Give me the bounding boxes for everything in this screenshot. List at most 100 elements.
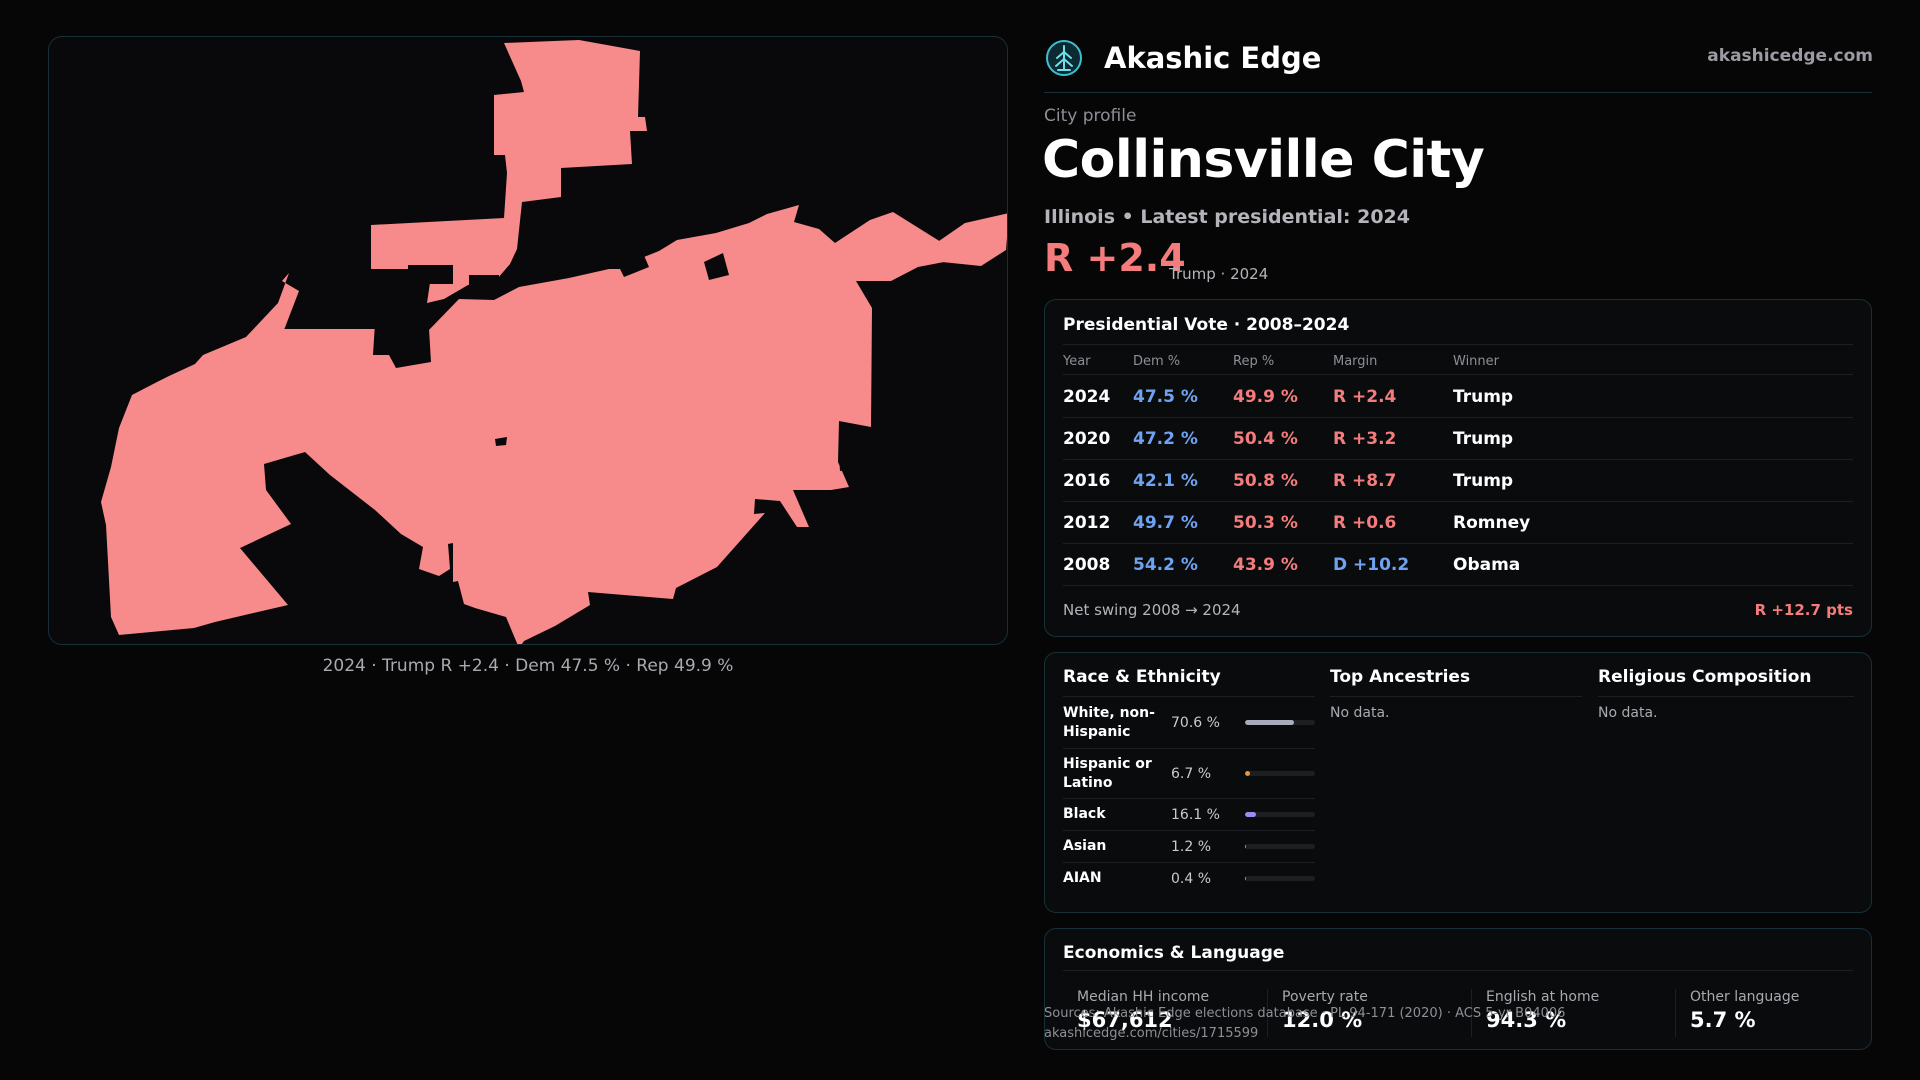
race-bar — [1245, 876, 1315, 881]
row-dem: 47.5 % — [1133, 387, 1198, 407]
table-row: 2020 47.2 % 50.4 % R +3.2 Trump — [1063, 418, 1853, 460]
race-pct: 6.7 % — [1171, 765, 1212, 782]
row-rep: 50.8 % — [1233, 471, 1298, 491]
table-row: 2012 49.7 % 50.3 % R +0.6 Romney — [1063, 502, 1853, 544]
row-winner: Trump — [1453, 429, 1514, 449]
stat-value: 5.7 % — [1690, 1008, 1756, 1032]
stat-poverty-rate: Poverty rate 12.0 % — [1267, 989, 1457, 1037]
vote-card-title: Presidential Vote · 2008–2024 — [1063, 315, 1350, 335]
race-pct: 16.1 % — [1171, 806, 1220, 823]
economics-card: Economics & Language Median HH income $6… — [1044, 928, 1872, 1050]
race-label: Hispanic or Latino — [1063, 755, 1152, 791]
presidential-vote-card: Presidential Vote · 2008–2024 Year Dem %… — [1044, 299, 1872, 637]
race-row: Black 16.1 % — [1063, 799, 1315, 831]
stat-other-language: Other language 5.7 % — [1675, 989, 1865, 1037]
religion-empty: No data. — [1598, 705, 1658, 721]
race-bar — [1245, 720, 1315, 725]
row-margin: D +10.2 — [1333, 555, 1410, 575]
race-ethnicity-section: Race & Ethnicity White, non-Hispanic 70.… — [1063, 667, 1315, 894]
table-row: 2016 42.1 % 50.8 % R +8.7 Trump — [1063, 460, 1853, 502]
stat-label: Poverty rate — [1282, 989, 1368, 1005]
row-margin: R +0.6 — [1333, 513, 1397, 533]
row-year: 2020 — [1063, 429, 1111, 449]
ancestries-empty: No data. — [1330, 705, 1390, 721]
headline-margin: R +2.4 — [1044, 236, 1186, 280]
net-swing-value: R +12.7 pts — [1754, 601, 1853, 619]
race-label: Black — [1063, 806, 1106, 822]
col-rep: Rep % — [1233, 354, 1275, 369]
city-boundary-shape — [101, 40, 1007, 644]
site-link[interactable]: akashicedge.com — [1707, 46, 1873, 66]
row-year: 2024 — [1063, 387, 1111, 407]
stat-label: Median HH income — [1077, 989, 1210, 1005]
boundary-gaps — [373, 237, 854, 471]
stat-value: 94.3 % — [1486, 1008, 1567, 1032]
col-dem: Dem % — [1133, 354, 1181, 369]
source-url[interactable]: akashicedge.com/cities/1715599 — [1044, 1026, 1259, 1041]
source-citation: Sources: Akashic Edge elections database… — [1044, 1006, 1566, 1021]
row-rep: 50.4 % — [1233, 429, 1298, 449]
race-label: Asian — [1063, 838, 1107, 854]
race-row: Asian 1.2 % — [1063, 831, 1315, 863]
stat-label: Other language — [1690, 989, 1800, 1005]
row-rep: 43.9 % — [1233, 555, 1298, 575]
header-divider — [1044, 92, 1872, 93]
stat-label: English at home — [1486, 989, 1600, 1005]
city-boundary-svg — [101, 40, 1007, 644]
row-dem: 42.1 % — [1133, 471, 1198, 491]
religion-title: Religious Composition — [1598, 667, 1854, 697]
race-label: AIAN — [1063, 870, 1102, 886]
stat-value: $67,612 — [1077, 1008, 1173, 1032]
col-winner: Winner — [1453, 354, 1500, 369]
row-margin: R +3.2 — [1333, 429, 1397, 449]
row-margin: R +8.7 — [1333, 471, 1397, 491]
net-swing-label: Net swing 2008 → 2024 — [1063, 601, 1241, 619]
row-dem: 54.2 % — [1133, 555, 1198, 575]
race-title: Race & Ethnicity — [1063, 667, 1315, 697]
race-bar-fill — [1245, 844, 1246, 849]
col-margin: Margin — [1333, 354, 1378, 369]
table-row: 2024 47.5 % 49.9 % R +2.4 Trump — [1063, 376, 1853, 418]
divider — [1063, 970, 1853, 971]
race-row: AIAN 0.4 % — [1063, 863, 1315, 894]
divider — [1063, 344, 1853, 345]
col-year: Year — [1063, 354, 1091, 369]
race-bar-fill — [1245, 720, 1295, 725]
row-rep: 49.9 % — [1233, 387, 1298, 407]
ancestries-section: Top Ancestries No data. — [1330, 667, 1582, 721]
row-winner: Romney — [1453, 513, 1531, 533]
race-label: White, non-Hispanic — [1063, 704, 1155, 740]
row-winner: Trump — [1453, 471, 1514, 491]
row-year: 2008 — [1063, 555, 1111, 575]
row-year: 2016 — [1063, 471, 1111, 491]
brand-name: Akashic Edge — [1104, 41, 1322, 75]
row-year: 2012 — [1063, 513, 1111, 533]
race-bar-fill — [1245, 812, 1257, 817]
profile-subtitle: Illinois • Latest presidential: 2024 — [1044, 206, 1411, 228]
brand[interactable]: Akashic Edge — [1044, 36, 1321, 80]
ancestries-title: Top Ancestries — [1330, 667, 1582, 697]
race-bar — [1245, 771, 1315, 776]
demographics-card: Race & Ethnicity White, non-Hispanic 70.… — [1044, 652, 1872, 913]
race-row: White, non-Hispanic 70.6 % — [1063, 697, 1315, 749]
profile-eyebrow: City profile — [1044, 106, 1137, 126]
race-bar — [1245, 812, 1315, 817]
race-pct: 70.6 % — [1171, 714, 1220, 731]
race-pct: 1.2 % — [1171, 838, 1212, 855]
race-row: Hispanic or Latino 6.7 % — [1063, 749, 1315, 799]
row-winner: Obama — [1453, 555, 1521, 575]
tree-emblem-icon — [1046, 40, 1082, 76]
row-dem: 49.7 % — [1133, 513, 1198, 533]
race-bar-fill — [1245, 771, 1250, 776]
city-boundary-map[interactable] — [48, 36, 1008, 645]
economics-title: Economics & Language — [1063, 943, 1285, 963]
row-winner: Trump — [1453, 387, 1514, 407]
race-pct: 0.4 % — [1171, 870, 1212, 887]
headline-winner: Trump · 2024 — [1169, 265, 1269, 283]
table-row: 2008 54.2 % 43.9 % D +10.2 Obama — [1063, 544, 1853, 586]
race-bar — [1245, 844, 1315, 849]
stat-english-at-home: English at home 94.3 % — [1471, 989, 1661, 1037]
row-rep: 50.3 % — [1233, 513, 1298, 533]
row-margin: R +2.4 — [1333, 387, 1397, 407]
religion-section: Religious Composition No data. — [1598, 667, 1854, 721]
